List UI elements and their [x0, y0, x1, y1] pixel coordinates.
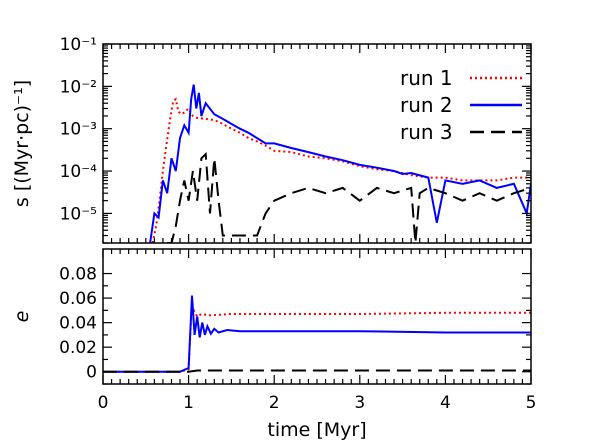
top-y-tick-label: 10⁻⁴ [60, 162, 98, 182]
top-series-2-line [149, 84, 531, 243]
x-tick-label: 3 [354, 393, 365, 413]
legend: run 1 run 2 run 3 [400, 66, 522, 144]
top-panel: 10⁻⁵ 10⁻⁴ 10⁻³ 10⁻² 10⁻¹ run 1 run 2 run 3 s [… [11, 35, 532, 244]
bottom-series-3-line [103, 369, 531, 373]
bottom-y-tick-label: 0.08 [59, 265, 97, 285]
legend-label: run 2 [400, 93, 453, 117]
x-tick-label: 0 [98, 393, 109, 413]
bottom-axes: 0 1 2 3 4 5 0 0.02 0.04 0.06 0.08 [59, 248, 537, 413]
bottom-series-2-line [103, 295, 531, 373]
bottom-y-tick-label: 0 [86, 363, 97, 383]
top-axes: 10⁻⁵ 10⁻⁴ 10⁻³ 10⁻² 10⁻¹ [60, 35, 532, 244]
x-tick-label: 2 [269, 393, 280, 413]
top-plot-area [149, 84, 531, 243]
x-tick-label: 5 [526, 393, 537, 413]
x-axis-label: time [Myr] [267, 419, 366, 441]
bottom-y-tick-label: 0.06 [59, 289, 97, 309]
top-y-tick-label: 10⁻⁵ [60, 204, 97, 224]
top-series-3-line [167, 152, 531, 243]
top-y-tick-label: 10⁻² [60, 77, 97, 97]
bottom-frame [102, 248, 532, 385]
legend-label: run 1 [400, 66, 453, 90]
top-y-tick-label: 10⁻³ [60, 120, 97, 140]
bottom-y-tick-label: 0.02 [59, 338, 97, 358]
top-ylabel: s [(Myr·pc)⁻¹] [11, 80, 33, 207]
bottom-ylabel: e [11, 311, 33, 323]
bottom-series-1-line [103, 308, 531, 373]
top-y-tick-label: 10⁻¹ [60, 35, 97, 55]
bottom-y-tick-label: 0.04 [59, 314, 97, 334]
x-tick-label: 1 [183, 393, 194, 413]
legend-label: run 3 [400, 120, 453, 144]
x-tick-label: 4 [440, 393, 451, 413]
bottom-panel: 0 1 2 3 4 5 0 0.02 0.04 0.06 0.08 e time [Myr] [11, 248, 537, 441]
bottom-plot-area [103, 295, 531, 373]
top-series-1-line [151, 97, 531, 243]
